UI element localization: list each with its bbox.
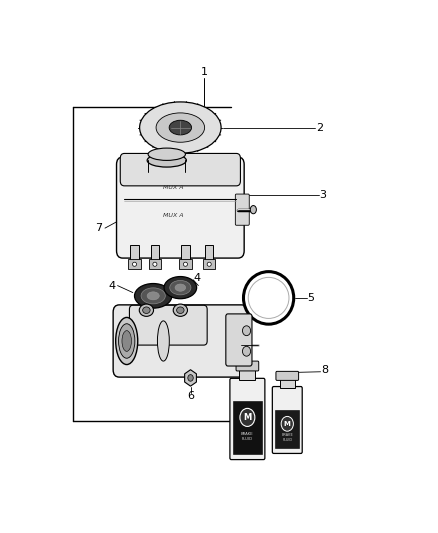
Bar [131,245,138,261]
Bar [181,245,190,261]
Text: M: M [243,413,251,422]
Ellipse shape [164,277,197,298]
Text: 6: 6 [187,391,194,401]
Text: 7: 7 [95,223,102,233]
Ellipse shape [116,318,138,365]
Bar [128,260,141,269]
Bar [280,379,295,388]
Bar [205,245,213,261]
Ellipse shape [175,284,186,291]
Text: 1: 1 [201,67,208,77]
Ellipse shape [156,113,205,142]
Ellipse shape [147,154,187,167]
Ellipse shape [250,206,256,214]
Ellipse shape [170,280,191,295]
Bar [233,401,262,454]
Bar [151,245,159,261]
Circle shape [243,326,251,336]
Ellipse shape [157,321,170,361]
FancyBboxPatch shape [226,314,252,366]
Text: 4: 4 [194,273,201,283]
Ellipse shape [119,324,135,358]
Ellipse shape [184,262,187,266]
FancyBboxPatch shape [129,305,207,345]
Circle shape [243,346,251,356]
Bar [203,260,215,269]
FancyBboxPatch shape [236,361,259,371]
FancyBboxPatch shape [113,305,247,377]
Circle shape [240,408,255,426]
Ellipse shape [177,307,184,313]
FancyBboxPatch shape [230,378,265,459]
Text: 3: 3 [320,190,326,200]
Text: MUX A: MUX A [163,213,184,219]
Ellipse shape [143,307,150,313]
Text: BRAKE
FLUID: BRAKE FLUID [281,433,293,442]
Bar [275,409,300,448]
FancyBboxPatch shape [235,194,249,225]
Circle shape [281,416,293,431]
Ellipse shape [139,304,154,317]
Polygon shape [185,370,196,386]
FancyBboxPatch shape [120,154,240,186]
FancyBboxPatch shape [117,157,244,258]
Bar [179,260,191,269]
Text: BRAKE
FLUID: BRAKE FLUID [241,432,254,441]
Ellipse shape [122,330,131,351]
Ellipse shape [141,288,165,304]
Bar [149,260,161,269]
Text: 4: 4 [109,280,116,290]
Ellipse shape [148,148,185,160]
Text: M: M [284,421,291,427]
Bar [239,370,255,380]
Ellipse shape [134,284,172,308]
FancyBboxPatch shape [276,372,299,381]
Text: 2: 2 [316,123,323,133]
Ellipse shape [153,262,157,266]
Ellipse shape [207,262,211,266]
Ellipse shape [248,277,289,318]
Text: 5: 5 [307,293,314,303]
Text: 8: 8 [321,365,328,375]
Ellipse shape [244,272,294,324]
Ellipse shape [140,102,221,153]
FancyBboxPatch shape [272,386,302,454]
Ellipse shape [147,292,159,300]
Circle shape [188,375,193,381]
Ellipse shape [173,304,187,317]
Ellipse shape [132,262,137,266]
Text: MUX A: MUX A [163,184,184,190]
Ellipse shape [169,120,191,135]
